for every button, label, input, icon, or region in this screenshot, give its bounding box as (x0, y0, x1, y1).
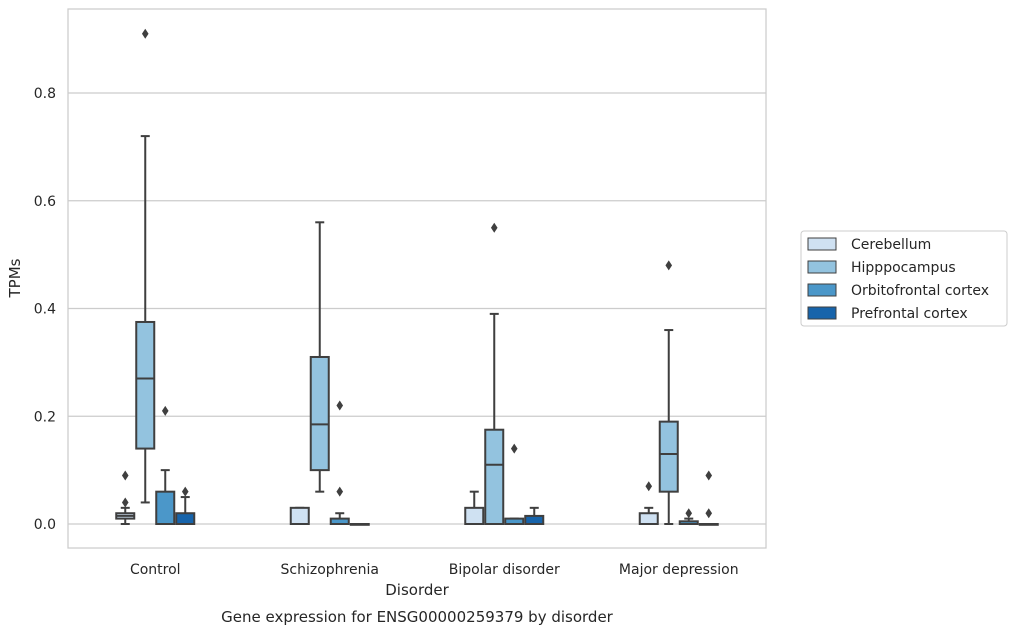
y-tick-label: 0.6 (34, 194, 56, 210)
outlier-point (645, 481, 653, 492)
outlier-point (161, 405, 169, 416)
box-0-3 (175, 486, 196, 525)
box-3-1 (658, 260, 679, 525)
box-iqr (524, 514, 545, 526)
x-tick-label: Bipolar disorder (449, 562, 560, 578)
legend-swatch (807, 306, 837, 320)
box-3-0 (638, 481, 659, 525)
box-iqr (175, 512, 196, 525)
outlier-point (181, 486, 189, 497)
x-tick-label: Major depression (619, 562, 739, 578)
legend-label: Orbitofrontal cortex (851, 283, 989, 299)
box-iqr (658, 420, 679, 493)
y-tick-label: 0.2 (34, 409, 56, 425)
outlier-point (685, 508, 693, 519)
chart-caption: Gene expression for ENSG00000259379 by d… (221, 608, 614, 626)
box-0-1 (135, 28, 156, 504)
legend-swatch (807, 283, 837, 297)
plot-frame (67, 8, 767, 549)
box-iqr (464, 506, 485, 525)
y-tick-label: 0.8 (34, 86, 56, 102)
outlier-point (490, 222, 498, 233)
box-iqr (638, 512, 659, 525)
outlier-point (141, 28, 149, 39)
outlier-point (510, 443, 518, 454)
outlier-point (336, 400, 344, 411)
legend-frame (800, 230, 1008, 327)
outlier-point (336, 486, 344, 497)
outlier-point (705, 470, 713, 481)
box-1-1 (309, 221, 330, 493)
legend: Cerebellum Hipppocampus Orbitofrontal cort… (800, 230, 1008, 327)
box-2-0 (464, 490, 485, 525)
box-plots (115, 28, 719, 526)
box-1-2 (329, 400, 350, 525)
y-axis-ticks: 0.0 0.2 0.4 0.6 0.8 (34, 86, 56, 533)
x-axis-ticks: Control Schizophrenia Bipolar disorder Majo… (130, 562, 739, 578)
legend-label: Hipppocampus (851, 260, 956, 276)
box-iqr (484, 428, 505, 525)
outlier-point (121, 497, 129, 508)
box-0-2 (155, 405, 176, 525)
y-axis-label: TPMs (6, 258, 24, 298)
legend-swatch (807, 237, 837, 251)
box-iqr (309, 355, 330, 472)
legend-swatch (807, 260, 837, 274)
outlier-point (121, 470, 129, 481)
outlier-point (705, 508, 713, 519)
box-iqr (289, 506, 310, 525)
box-1-3 (349, 523, 370, 526)
box-2-3 (524, 506, 545, 526)
box-iqr (155, 490, 176, 525)
box-1-0 (289, 506, 310, 525)
box-0-0 (115, 470, 136, 525)
box-3-2 (678, 508, 699, 526)
legend-label: Cerebellum (851, 237, 931, 253)
y-tick-label: 0.4 (34, 302, 56, 318)
x-tick-label: Schizophrenia (281, 562, 379, 578)
y-tick-label: 0.0 (34, 517, 56, 533)
box-3-3 (698, 470, 719, 526)
x-axis-label: Disorder (385, 581, 449, 599)
box-iqr (135, 320, 156, 450)
x-tick-label: Control (130, 562, 181, 578)
outlier-point (665, 260, 673, 271)
box-2-1 (484, 222, 505, 525)
box-2-2 (504, 443, 525, 525)
legend-label: Prefrontal cortex (851, 306, 968, 322)
